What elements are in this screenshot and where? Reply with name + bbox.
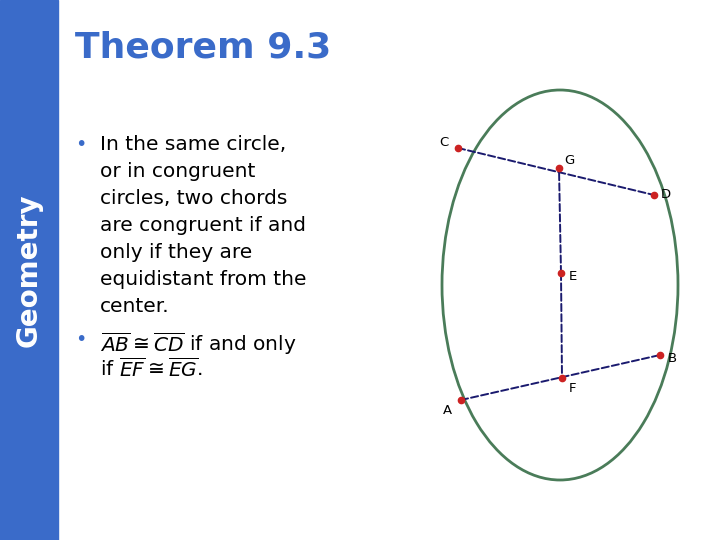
Text: C: C bbox=[439, 136, 449, 148]
Text: •: • bbox=[75, 330, 86, 349]
Bar bbox=[0, 0, 58, 540]
Text: A: A bbox=[442, 403, 451, 416]
Text: Theorem 9.3: Theorem 9.3 bbox=[75, 31, 331, 65]
Text: $\overline{AB}$$\cong$$\overline{CD}$ if and only: $\overline{AB}$$\cong$$\overline{CD}$ if… bbox=[100, 330, 297, 357]
Text: center.: center. bbox=[100, 297, 170, 316]
Text: are congruent if and: are congruent if and bbox=[100, 216, 306, 235]
Text: •: • bbox=[75, 135, 86, 154]
Text: only if they are: only if they are bbox=[100, 243, 252, 262]
Text: or in congruent: or in congruent bbox=[100, 162, 256, 181]
Text: B: B bbox=[667, 353, 677, 366]
Text: F: F bbox=[568, 381, 576, 395]
Text: In the same circle,: In the same circle, bbox=[100, 135, 287, 154]
Text: G: G bbox=[564, 153, 574, 166]
Text: circles, two chords: circles, two chords bbox=[100, 189, 287, 208]
Text: if $\overline{EF}$$\cong$$\overline{EG}$.: if $\overline{EF}$$\cong$$\overline{EG}$… bbox=[100, 357, 202, 381]
Text: Geometry: Geometry bbox=[15, 193, 43, 347]
Text: E: E bbox=[569, 271, 577, 284]
Text: equidistant from the: equidistant from the bbox=[100, 270, 307, 289]
Text: D: D bbox=[661, 188, 671, 201]
